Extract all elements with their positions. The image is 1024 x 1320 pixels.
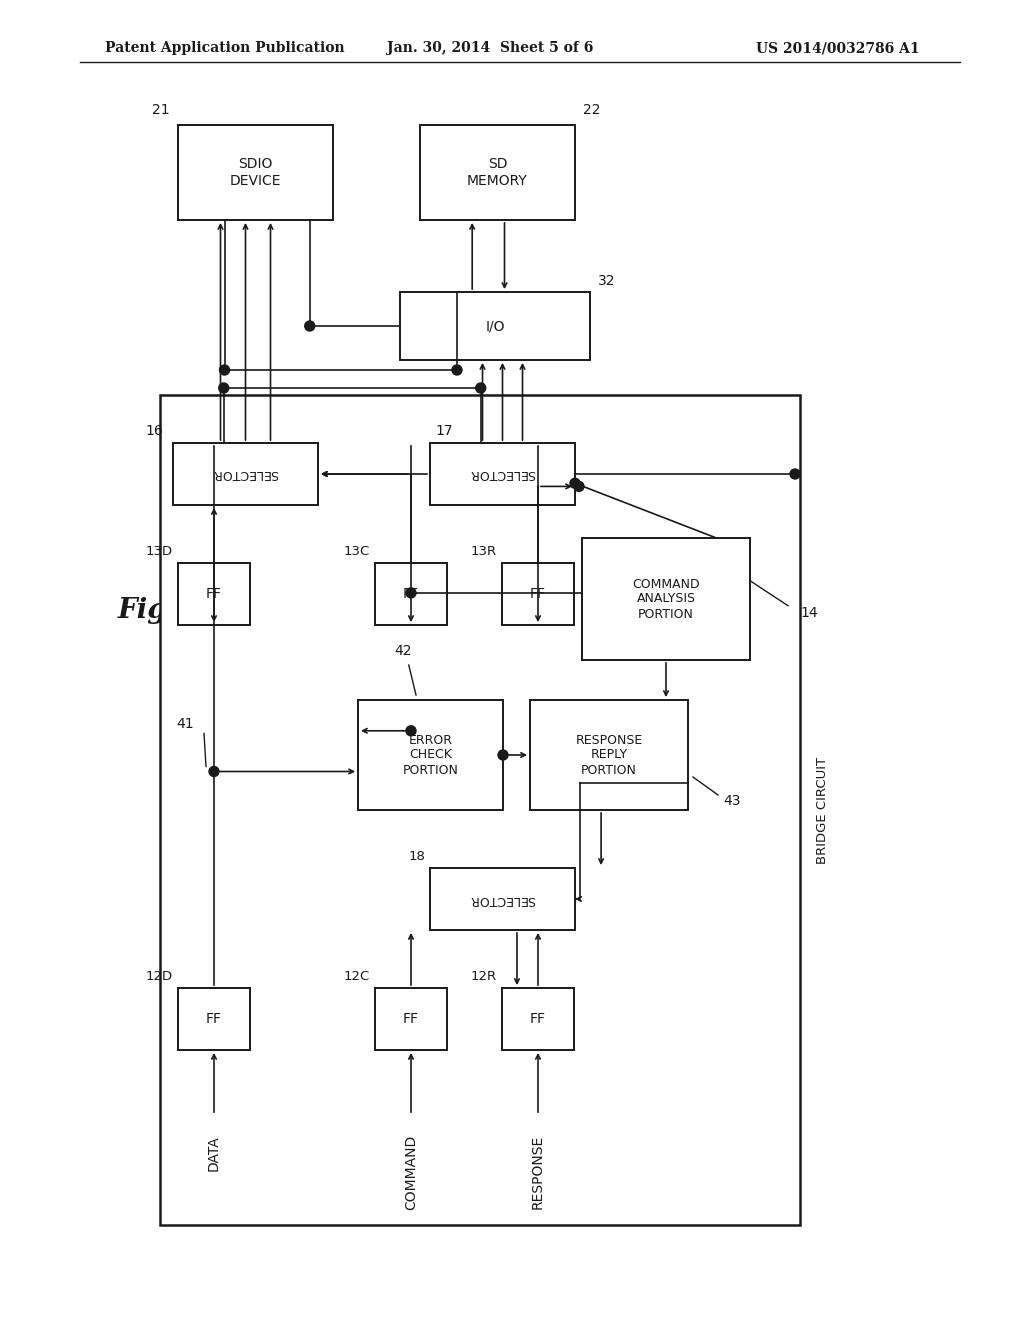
Text: SELECTOR: SELECTOR	[213, 467, 279, 480]
Bar	[358, 700, 503, 810]
Text: 12C: 12C	[344, 970, 370, 983]
Text: FF: FF	[206, 587, 222, 601]
Circle shape	[476, 383, 485, 393]
Text: 18: 18	[409, 850, 425, 863]
Circle shape	[406, 726, 416, 735]
Text: Patent Application Publication: Patent Application Publication	[105, 41, 345, 55]
Text: Fig. 5: Fig. 5	[118, 597, 206, 623]
Bar	[375, 987, 447, 1049]
Circle shape	[452, 366, 462, 375]
Bar	[430, 869, 575, 931]
Text: SDIO
DEVICE: SDIO DEVICE	[229, 157, 282, 187]
Text: FF: FF	[530, 587, 546, 601]
Text: 12R: 12R	[471, 970, 497, 983]
Bar	[530, 700, 688, 810]
Text: RESPONSE
REPLY
PORTION: RESPONSE REPLY PORTION	[575, 734, 643, 776]
Text: SELECTOR: SELECTOR	[470, 467, 536, 480]
Circle shape	[305, 321, 314, 331]
Circle shape	[498, 750, 508, 760]
Text: 21: 21	[153, 103, 170, 117]
Text: FF: FF	[403, 587, 419, 601]
Bar	[400, 292, 590, 360]
Bar	[178, 125, 333, 220]
Text: 12D: 12D	[145, 970, 173, 983]
Text: 43: 43	[723, 795, 740, 808]
Text: ERROR
CHECK
PORTION: ERROR CHECK PORTION	[402, 734, 459, 776]
Text: 13D: 13D	[145, 545, 173, 558]
Circle shape	[406, 587, 416, 598]
Circle shape	[570, 478, 580, 488]
Text: FF: FF	[403, 1012, 419, 1026]
Circle shape	[219, 366, 229, 375]
Text: FF: FF	[530, 1012, 546, 1026]
Bar	[160, 395, 800, 1225]
Text: I/O: I/O	[485, 319, 505, 333]
Bar	[173, 444, 318, 506]
Text: 16: 16	[145, 424, 163, 438]
Bar	[582, 539, 750, 660]
Text: 42: 42	[394, 644, 412, 657]
Bar	[502, 987, 574, 1049]
Text: 13R: 13R	[471, 545, 497, 558]
Circle shape	[790, 469, 800, 479]
Text: 41: 41	[176, 718, 194, 731]
Text: 14: 14	[800, 606, 817, 619]
Text: COMMAND
ANALYSIS
PORTION: COMMAND ANALYSIS PORTION	[632, 578, 699, 620]
Text: 17: 17	[435, 424, 453, 438]
Bar	[430, 444, 575, 506]
Text: Jan. 30, 2014  Sheet 5 of 6: Jan. 30, 2014 Sheet 5 of 6	[387, 41, 593, 55]
Text: 22: 22	[583, 103, 600, 117]
Bar	[502, 564, 574, 624]
Text: SD
MEMORY: SD MEMORY	[467, 157, 528, 187]
Circle shape	[209, 767, 219, 776]
Text: FF: FF	[206, 1012, 222, 1026]
Bar	[178, 564, 250, 624]
Text: RESPONSE: RESPONSE	[531, 1135, 545, 1209]
Text: DATA: DATA	[207, 1135, 221, 1171]
Text: SELECTOR: SELECTOR	[470, 892, 536, 906]
Circle shape	[574, 482, 584, 491]
Bar	[420, 125, 575, 220]
Text: US 2014/0032786 A1: US 2014/0032786 A1	[757, 41, 920, 55]
Text: COMMAND: COMMAND	[404, 1135, 418, 1210]
Bar	[375, 564, 447, 624]
Bar	[178, 987, 250, 1049]
Text: 32: 32	[598, 275, 615, 288]
Text: 13C: 13C	[344, 545, 370, 558]
Circle shape	[219, 383, 228, 393]
Text: BRIDGE CIRCUIT: BRIDGE CIRCUIT	[815, 756, 828, 863]
